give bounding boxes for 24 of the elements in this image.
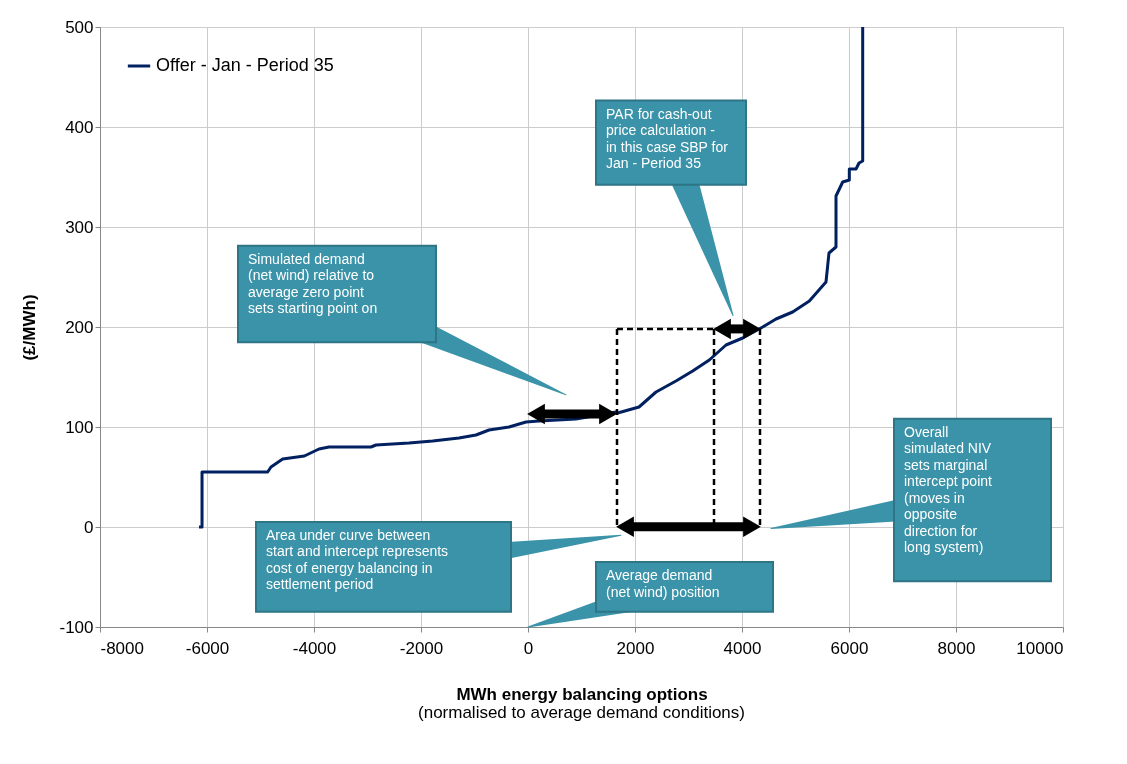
x-tick-label: -8000 bbox=[100, 638, 144, 658]
x-tick-label: 6000 bbox=[830, 638, 869, 658]
y-tick-label: 0 bbox=[84, 517, 94, 537]
y-tick-label: 100 bbox=[65, 417, 94, 437]
y-tick-label: 500 bbox=[65, 17, 94, 37]
text: (normalised to average demand conditions) bbox=[418, 703, 745, 722]
x-tick-label: 8000 bbox=[937, 638, 976, 658]
x-tick-label: 4000 bbox=[723, 638, 762, 658]
x-tick-label: -4000 bbox=[292, 638, 337, 658]
x-tick-label: 0 bbox=[523, 638, 534, 658]
x-axis-title: MWh energy balancing options bbox=[456, 684, 708, 704]
x-tick-label: -6000 bbox=[185, 638, 230, 658]
x-tick-label: 10000 bbox=[1016, 638, 1064, 658]
annotation: Average demand (net wind) position bbox=[606, 567, 720, 600]
y-tick-label: -100 bbox=[59, 617, 94, 637]
x-tick-label: -2000 bbox=[399, 638, 444, 658]
y-tick-label: 200 bbox=[65, 317, 94, 337]
line-series bbox=[197, 27, 865, 529]
legend-label: Offer - Jan - Period 35 bbox=[156, 55, 334, 75]
y-tick-label: 400 bbox=[65, 117, 94, 137]
annotation: Simulated demand (net wind) relative to average zero point sets starting point on bbox=[248, 250, 378, 317]
y-tick-label: 300 bbox=[65, 217, 94, 237]
y-axis-title: (£/MWh) bbox=[20, 294, 40, 361]
x-tick-label: 2000 bbox=[616, 638, 655, 658]
